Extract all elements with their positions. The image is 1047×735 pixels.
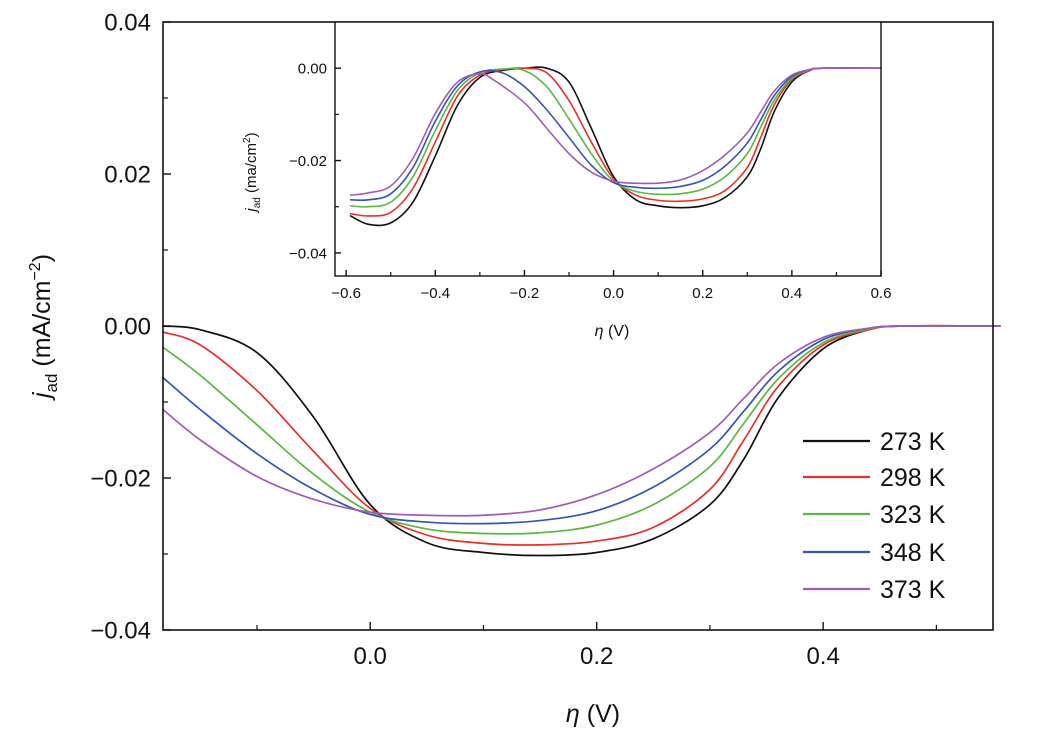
inset-y-axis-sub: ad	[252, 197, 263, 208]
main-y-axis-close: )	[28, 254, 56, 262]
inset-x-tick-label: −0.4	[420, 285, 450, 302]
inset-x-tick-label: −0.2	[510, 285, 540, 302]
inset-x-tick-label: 0.6	[871, 285, 892, 302]
legend: 273 K 298 K 323 K 348 K 373 K	[803, 428, 946, 604]
inset-series-line-373k	[349, 67, 882, 196]
main-series-line-298k	[162, 324, 1001, 546]
main-series-lines	[162, 324, 1001, 557]
inset-series-lines	[349, 66, 882, 227]
inset-x-tick-label: 0.2	[692, 285, 713, 302]
main-x-axis-unit: (V)	[580, 700, 620, 728]
legend-label-323k: 323 K	[880, 501, 946, 529]
main-y-axis-sup: −2	[27, 262, 44, 280]
main-series-line-323k	[162, 324, 1001, 535]
main-series-line-373k	[162, 324, 1001, 517]
main-axis-ticks: 0.0 0.2 0.40.040.020.00−0.02−0.04	[90, 10, 937, 670]
legend-item: 323 K	[803, 501, 946, 529]
inset-series-line-298k	[349, 67, 882, 217]
inset-y-axis-title: jad (ma/cm2)	[242, 132, 263, 213]
main-y-tick-label: 0.04	[104, 10, 151, 37]
legend-label-348k: 348 K	[880, 539, 946, 567]
legend-item: 298 K	[803, 464, 946, 492]
inset-series-line-348k	[349, 67, 882, 202]
inset-x-tick-label: −0.6	[331, 285, 361, 302]
legend-label-373k: 373 K	[880, 576, 946, 604]
inset-y-axis-close: )	[243, 132, 260, 137]
inset-y-tick-label: −0.02	[289, 153, 327, 170]
inset-chart: −0.6 −0.4 −0.2 0.0 0.2 0.4 0.6 0.00 −0.02 −0.04 η…	[242, 21, 891, 340]
main-y-axis-title: jad (mA/cm−2)	[27, 254, 61, 401]
inset-x-tick-label: 0.4	[781, 285, 802, 302]
main-chart: 0.0 0.2 0.40.040.020.00−0.02−0.04 η (V) ja…	[27, 10, 1001, 728]
inset-y-axis-sup: 2	[242, 137, 253, 143]
legend-label-273k: 273 K	[880, 428, 946, 456]
inset-axis-ticks: −0.6 −0.4 −0.2 0.0 0.2 0.4 0.6 0.00 −0.02 −0.04	[289, 61, 891, 302]
inset-plot-frame	[334, 21, 882, 277]
main-y-axis-unit: (mA/cm	[28, 281, 56, 374]
main-y-tick-label: −0.04	[90, 618, 151, 645]
inset-x-axis-symbol: η	[595, 323, 604, 340]
main-x-axis-title: η (V)	[566, 700, 620, 728]
main-series-line-273k	[162, 324, 1001, 557]
legend-item: 273 K	[803, 428, 946, 456]
main-x-tick-label: 0.0	[354, 643, 387, 670]
main-x-tick-label: 0.2	[580, 643, 613, 670]
inset-y-axis-unit: (ma/cm	[243, 143, 260, 197]
legend-item: 373 K	[803, 576, 946, 604]
inset-series-line-273k	[349, 66, 882, 227]
main-y-axis-sub: ad	[42, 374, 61, 393]
inset-y-tick-label: −0.04	[289, 245, 327, 262]
inset-x-tick-label: 0.0	[603, 285, 624, 302]
inset-background	[335, 22, 881, 276]
main-x-axis-symbol: η	[566, 700, 580, 728]
legend-label-298k: 298 K	[880, 464, 946, 492]
main-y-tick-label: 0.02	[104, 162, 151, 189]
main-y-tick-label: −0.02	[90, 466, 151, 493]
inset-x-axis-unit: (V)	[604, 323, 630, 340]
inset-y-axis-symbol: j	[243, 208, 260, 214]
main-y-axis-symbol: j	[28, 391, 56, 401]
inset-y-tick-label: 0.00	[298, 61, 327, 78]
inset-x-axis-title: η (V)	[595, 323, 630, 340]
legend-item: 348 K	[803, 539, 946, 567]
main-y-tick-label: 0.00	[104, 314, 151, 341]
main-x-tick-label: 0.4	[806, 643, 839, 670]
